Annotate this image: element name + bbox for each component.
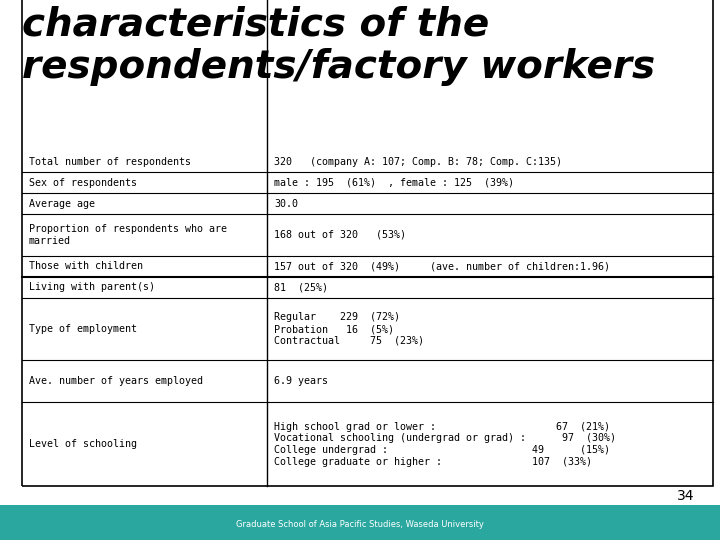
Text: High school grad or lower :                    67  (21%)
Vocational schooling (u: High school grad or lower : 67 (21%) Voc… (274, 422, 616, 467)
Text: characteristics of the
respondents/factory workers: characteristics of the respondents/facto… (22, 5, 654, 86)
Text: 320   (company A: 107; Comp. B: 78; Comp. C:135): 320 (company A: 107; Comp. B: 78; Comp. … (274, 157, 562, 167)
Text: Regular    229  (72%)
Probation   16  (5%)
Contractual     75  (23%): Regular 229 (72%) Probation 16 (5%) Cont… (274, 313, 424, 346)
Text: 34: 34 (678, 489, 695, 503)
Text: Total number of respondents: Total number of respondents (29, 157, 191, 167)
Text: Type of employment: Type of employment (29, 324, 137, 334)
Text: Level of schooling: Level of schooling (29, 439, 137, 449)
Text: 157 out of 320  (49%)     (ave. number of children:1.96): 157 out of 320 (49%) (ave. number of chi… (274, 261, 610, 271)
Text: Sex of respondents: Sex of respondents (29, 178, 137, 187)
Text: Living with parent(s): Living with parent(s) (29, 282, 155, 292)
Text: 168 out of 320   (53%): 168 out of 320 (53%) (274, 230, 406, 240)
Text: Average age: Average age (29, 199, 94, 208)
Text: Graduate School of Asia Pacific Studies, Waseda University: Graduate School of Asia Pacific Studies,… (236, 519, 484, 529)
Text: 81  (25%): 81 (25%) (274, 282, 328, 292)
Text: male : 195  (61%)  , female : 125  (39%): male : 195 (61%) , female : 125 (39%) (274, 178, 514, 187)
Text: 30.0: 30.0 (274, 199, 298, 208)
Text: Ave. number of years employed: Ave. number of years employed (29, 376, 202, 387)
Text: Proportion of respondents who are
married: Proportion of respondents who are marrie… (29, 224, 227, 246)
Text: 6.9 years: 6.9 years (274, 376, 328, 387)
Text: Those with children: Those with children (29, 261, 143, 271)
